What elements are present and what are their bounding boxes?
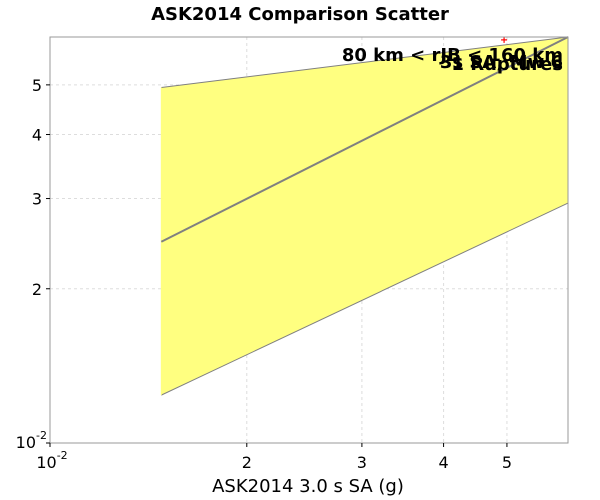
y-axis-ticks: 10-2 2 3 4 5 [16, 76, 50, 452]
x-axis-label: ASK2014 3.0 s SA (g) [212, 476, 404, 497]
band-lower-edge [161, 202, 569, 396]
band-layer [160, 36, 569, 396]
one-to-one-line [160, 36, 569, 243]
annotation-0: 80 km < rJB < 160 km [342, 45, 563, 66]
annotation-1: 3s SA, Mw 6 [440, 52, 563, 73]
y-tick-label-0: 10-2 [16, 429, 47, 452]
y-tick-label-4: 5 [32, 76, 42, 95]
x-tick-label-4: 5 [502, 453, 512, 472]
band-upper-edge [161, 36, 569, 89]
points-layer [501, 36, 508, 43]
chart-title: ASK2014 Comparison Scatter [151, 4, 449, 25]
uncertainty-band [161, 37, 569, 396]
x-tick-label-1: 2 [242, 453, 252, 472]
y-tick-label-1: 2 [32, 280, 42, 299]
data-point-0 [501, 36, 508, 43]
plot-frame [49, 36, 569, 444]
line-layer [160, 36, 569, 243]
x-tick-label-2: 3 [357, 453, 367, 472]
y-tick-label-2: 3 [32, 190, 42, 209]
x-axis-ticks: 10-2 2 3 4 5 [36, 443, 512, 472]
y-tick-label-3: 4 [32, 126, 42, 145]
annotation-2: 1 Ruptures [451, 54, 563, 75]
x-tick-label-0: 10-2 [36, 449, 67, 472]
x-tick-label-3: 4 [438, 453, 448, 472]
